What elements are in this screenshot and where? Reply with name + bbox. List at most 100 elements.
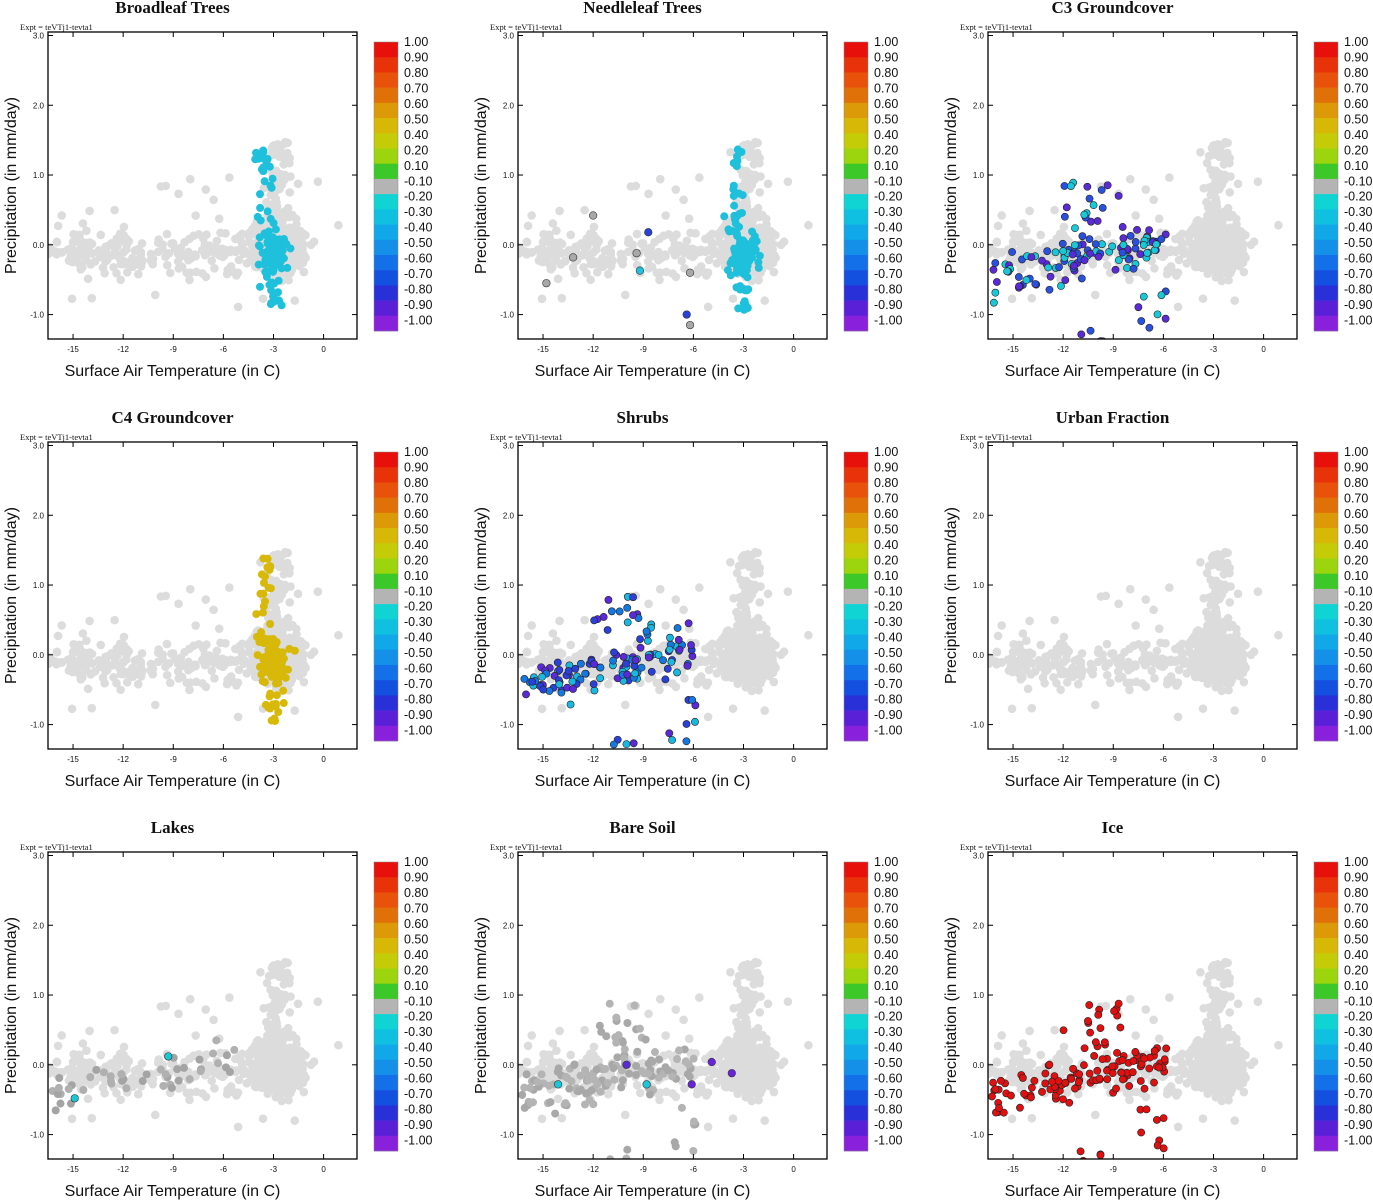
background-point (804, 630, 813, 640)
colorbar-swatch (844, 254, 868, 271)
colorbar-label: -0.20 (1344, 190, 1373, 204)
background-point (68, 647, 78, 657)
background-point (234, 665, 244, 675)
background-point (743, 582, 753, 592)
colorbar-label: -0.10 (404, 584, 433, 598)
x-tick-label: -6 (220, 345, 228, 354)
background-point (1196, 147, 1205, 157)
background-point (162, 670, 172, 680)
background-point (993, 221, 1003, 231)
background-point (233, 712, 243, 722)
background-point (109, 262, 118, 272)
colorbar-label: -0.60 (404, 252, 433, 266)
background-point (1222, 155, 1231, 165)
data-point (522, 690, 530, 699)
x-tick-label: -9 (640, 345, 648, 354)
x-tick-label: -12 (1057, 345, 1069, 354)
background-point (647, 250, 656, 259)
background-point (736, 620, 745, 629)
background-point (273, 582, 283, 592)
background-point (750, 170, 760, 180)
colorbar-swatch (844, 194, 868, 210)
colorbar-swatch (374, 133, 398, 149)
background-point (242, 668, 252, 678)
data-point (599, 613, 608, 621)
data-point (566, 700, 575, 709)
data-point (564, 667, 573, 675)
colorbar-swatch (374, 558, 398, 574)
data-point (685, 320, 695, 330)
x-tick-label: 0 (1261, 345, 1266, 354)
data-point (673, 668, 681, 677)
background-point (1224, 275, 1233, 285)
background-point (739, 551, 749, 560)
data-point (268, 233, 277, 242)
data-point (269, 263, 278, 272)
background-point (703, 712, 713, 722)
background-point (762, 220, 771, 229)
colorbar-label: -0.30 (1344, 205, 1373, 219)
data-point (631, 669, 639, 678)
colorbar-label: 0.80 (1344, 66, 1368, 80)
data-point (590, 616, 599, 625)
background-point (1022, 226, 1031, 235)
background-point (1215, 248, 1225, 258)
data-point (263, 554, 272, 563)
background-point (213, 654, 223, 664)
colorbar-label: 0.70 (404, 81, 428, 95)
background-point (191, 211, 200, 220)
background-point (248, 242, 257, 252)
data-point (266, 584, 275, 593)
background-point (1246, 240, 1256, 250)
data-point (1097, 186, 1106, 194)
background-point (756, 678, 765, 688)
background-point (68, 237, 78, 247)
background-point (116, 275, 125, 285)
data-point (285, 644, 294, 653)
background-point (119, 222, 129, 232)
background-point (728, 294, 738, 303)
background-point (238, 229, 247, 239)
background-point (112, 234, 122, 243)
background-point (334, 220, 343, 230)
colorbar-swatch (374, 452, 398, 468)
background-point (85, 206, 94, 216)
data-point (731, 213, 740, 222)
background-point (739, 627, 748, 637)
background-point (223, 675, 233, 685)
colorbar-label: 0.90 (874, 50, 898, 64)
colorbar-label: -0.20 (404, 190, 433, 204)
background-point (258, 294, 268, 303)
x-tick-label: -15 (1007, 345, 1019, 354)
data-point (1070, 241, 1079, 250)
data-point (755, 251, 764, 260)
data-point (568, 677, 577, 686)
colorbar-label: 0.20 (404, 553, 428, 567)
background-point (715, 638, 725, 647)
background-point (1160, 245, 1170, 255)
x-axis-label: Surface Air Temperature (in C) (65, 363, 281, 380)
data-point (264, 227, 273, 236)
background-point (695, 583, 704, 592)
data-point (1124, 255, 1133, 264)
data-point (730, 201, 739, 210)
data-point (1111, 265, 1120, 274)
data-point (1077, 330, 1086, 339)
colorbar-swatch (374, 695, 398, 711)
background-point (679, 605, 688, 615)
background-point (191, 251, 200, 261)
background-point (285, 598, 295, 607)
background-point (1102, 229, 1112, 239)
background-point (275, 184, 284, 194)
background-point (293, 179, 303, 189)
background-point (1226, 268, 1235, 278)
background-point (702, 271, 711, 280)
x-tick-label: -9 (170, 755, 178, 764)
colorbar-label: 0.50 (404, 112, 428, 126)
y-tick-label: 2.0 (503, 101, 515, 110)
colorbar-label: -0.30 (404, 615, 433, 629)
background-point (78, 629, 88, 638)
background-point (207, 256, 217, 266)
background-point (1206, 165, 1215, 175)
background-point (557, 293, 567, 303)
